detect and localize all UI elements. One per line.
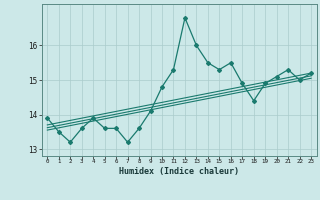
X-axis label: Humidex (Indice chaleur): Humidex (Indice chaleur) xyxy=(119,167,239,176)
